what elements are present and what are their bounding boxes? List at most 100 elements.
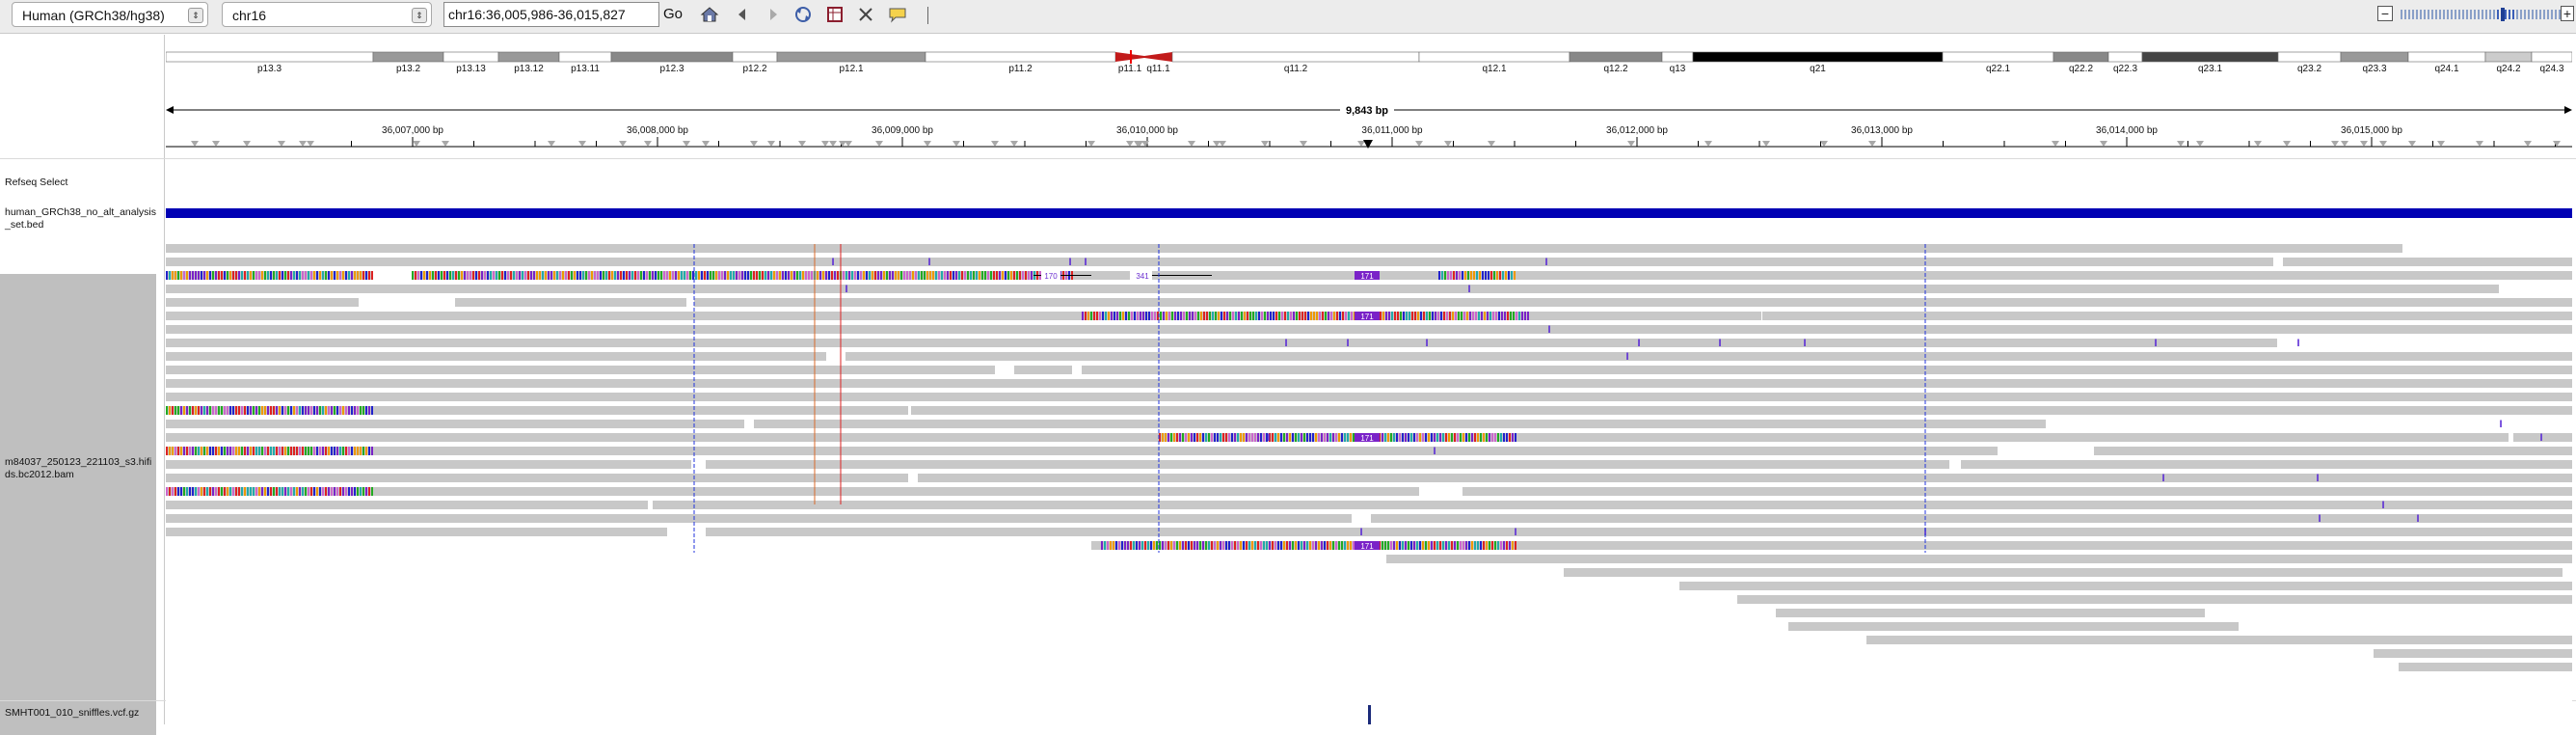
insertion-label[interactable]: 341 — [1136, 272, 1149, 281]
read[interactable] — [166, 258, 2273, 266]
read[interactable] — [166, 474, 908, 482]
zoom-out-button[interactable]: − — [2377, 6, 2393, 21]
insertion-marker-icon[interactable]: I — [1084, 257, 1087, 268]
insertion-marker-icon[interactable]: I — [1718, 338, 1721, 349]
read[interactable] — [1014, 366, 1072, 374]
insertion-marker-icon[interactable]: I — [2316, 473, 2319, 484]
bed-feature-bar[interactable] — [166, 208, 2572, 218]
insertion-marker-icon[interactable]: I — [2416, 513, 2419, 525]
insertion-label[interactable]: 170 — [1044, 272, 1058, 281]
insertion-marker-icon[interactable]: I — [1433, 446, 1436, 457]
read[interactable] — [2513, 433, 2572, 442]
read[interactable] — [166, 406, 908, 415]
read[interactable] — [166, 352, 826, 361]
insertion-marker-icon[interactable]: I — [1547, 324, 1550, 336]
bed-track-name[interactable]: human_GRCh38_no_alt_analysis _set.bed — [5, 206, 156, 231]
vcf-track-name[interactable]: SMHT001_010_sniffles.vcf.gz — [5, 707, 140, 719]
read[interactable] — [166, 244, 2402, 253]
read[interactable] — [1371, 514, 2572, 523]
read[interactable] — [1091, 541, 2572, 550]
read[interactable] — [1737, 595, 2572, 604]
insertion-marker-icon[interactable]: I — [1625, 351, 1628, 363]
insertion-marker-icon[interactable]: I — [2499, 419, 2502, 430]
read[interactable] — [166, 528, 667, 536]
zoom-in-button[interactable]: + — [2561, 6, 2574, 21]
read[interactable] — [2374, 649, 2572, 658]
ruler-icon[interactable] — [825, 5, 845, 24]
read[interactable] — [1679, 582, 2572, 590]
read[interactable] — [706, 460, 1949, 469]
home-icon[interactable] — [700, 5, 719, 24]
refseq-track-name[interactable]: Refseq Select — [5, 177, 68, 188]
insertion-marker-icon[interactable]: I — [845, 284, 847, 295]
read[interactable] — [918, 474, 2572, 482]
insertion-marker-icon[interactable]: I — [2296, 338, 2299, 349]
read[interactable] — [653, 501, 2572, 509]
read[interactable] — [166, 366, 995, 374]
read[interactable] — [1357, 312, 1761, 320]
insertion-marker-icon[interactable]: I — [2318, 513, 2321, 525]
insertion-marker-icon[interactable]: I — [2161, 473, 2164, 484]
read[interactable] — [537, 379, 2572, 388]
insertion-marker-icon[interactable]: I — [1923, 527, 1926, 538]
refresh-icon[interactable] — [792, 5, 812, 24]
alignment-tracks[interactable]: 170 341 171 171 171 171 I I I I I I I I I I I I I I I I I I I I I I… — [166, 159, 2572, 724]
read[interactable] — [1961, 460, 2572, 469]
read[interactable] — [166, 379, 537, 388]
chromosome-ideogram[interactable]: p13.3 p13.2 p13.13 p13.12 p13.11 p12.3 p12.2 p1… — [166, 50, 2572, 75]
read[interactable] — [166, 420, 744, 428]
read[interactable] — [1386, 555, 2572, 563]
read[interactable] — [166, 393, 2572, 401]
read[interactable] — [166, 501, 648, 509]
read[interactable] — [2283, 258, 2572, 266]
insertion-marker-icon[interactable]: I — [2539, 432, 2542, 444]
read[interactable] — [166, 514, 1352, 523]
insertion-marker-icon[interactable]: I — [1346, 338, 1349, 349]
read[interactable] — [166, 460, 691, 469]
insertion-marker-icon[interactable]: I — [1267, 432, 1270, 444]
read[interactable] — [1776, 609, 2205, 617]
read[interactable] — [166, 339, 2277, 347]
read[interactable] — [2399, 663, 2572, 671]
read[interactable] — [2094, 447, 2572, 455]
read[interactable] — [706, 528, 2572, 536]
insertion-marker-icon[interactable]: I — [1637, 338, 1640, 349]
read[interactable] — [1082, 366, 2572, 374]
read[interactable] — [754, 420, 2046, 428]
read[interactable] — [166, 271, 373, 280]
insertion-marker-icon[interactable]: I — [2381, 500, 2384, 511]
read[interactable] — [166, 487, 1419, 496]
insertion-label[interactable]: 171 — [1360, 434, 1374, 443]
insertion-marker-icon[interactable]: I — [1068, 257, 1071, 268]
go-button[interactable]: Go — [663, 6, 684, 22]
insertion-marker-icon[interactable]: I — [1467, 284, 1470, 295]
insertion-marker-icon[interactable]: I — [1803, 338, 1806, 349]
back-icon[interactable] — [733, 5, 752, 24]
insertion-marker-icon[interactable]: I — [927, 257, 930, 268]
read[interactable] — [1788, 622, 2239, 631]
insertion-marker-icon[interactable]: I — [831, 257, 834, 268]
read[interactable] — [1462, 487, 2572, 496]
insertion-marker-icon[interactable]: I — [1284, 338, 1287, 349]
read[interactable] — [166, 325, 2572, 334]
read[interactable] — [166, 285, 2499, 293]
genome-dropdown[interactable]: Human (GRCh38/hg38) ⇕ — [12, 2, 208, 27]
chromosome-dropdown[interactable]: chr16 ⇕ — [222, 2, 432, 27]
read[interactable] — [455, 298, 686, 307]
read[interactable] — [911, 406, 2572, 415]
insertion-marker-icon[interactable]: I — [2154, 338, 2157, 349]
read[interactable] — [1866, 636, 2572, 644]
read[interactable] — [166, 447, 1998, 455]
insertion-marker-icon[interactable]: I — [1544, 257, 1547, 268]
insertion-label[interactable]: 171 — [1360, 272, 1374, 281]
vcf-variant[interactable] — [1368, 705, 1371, 724]
zoom-slider[interactable] — [2399, 8, 2561, 21]
read[interactable] — [166, 312, 1361, 320]
insertion-marker-icon[interactable]: I — [1425, 338, 1428, 349]
read[interactable] — [694, 298, 2572, 307]
bam-track-name[interactable]: m84037_250123_221103_s3.hifi ds.bc2012.b… — [5, 456, 151, 481]
read[interactable] — [1564, 568, 2563, 577]
forward-icon[interactable] — [764, 5, 783, 24]
read[interactable] — [1762, 312, 2572, 320]
insertion-label[interactable]: 171 — [1360, 542, 1374, 551]
